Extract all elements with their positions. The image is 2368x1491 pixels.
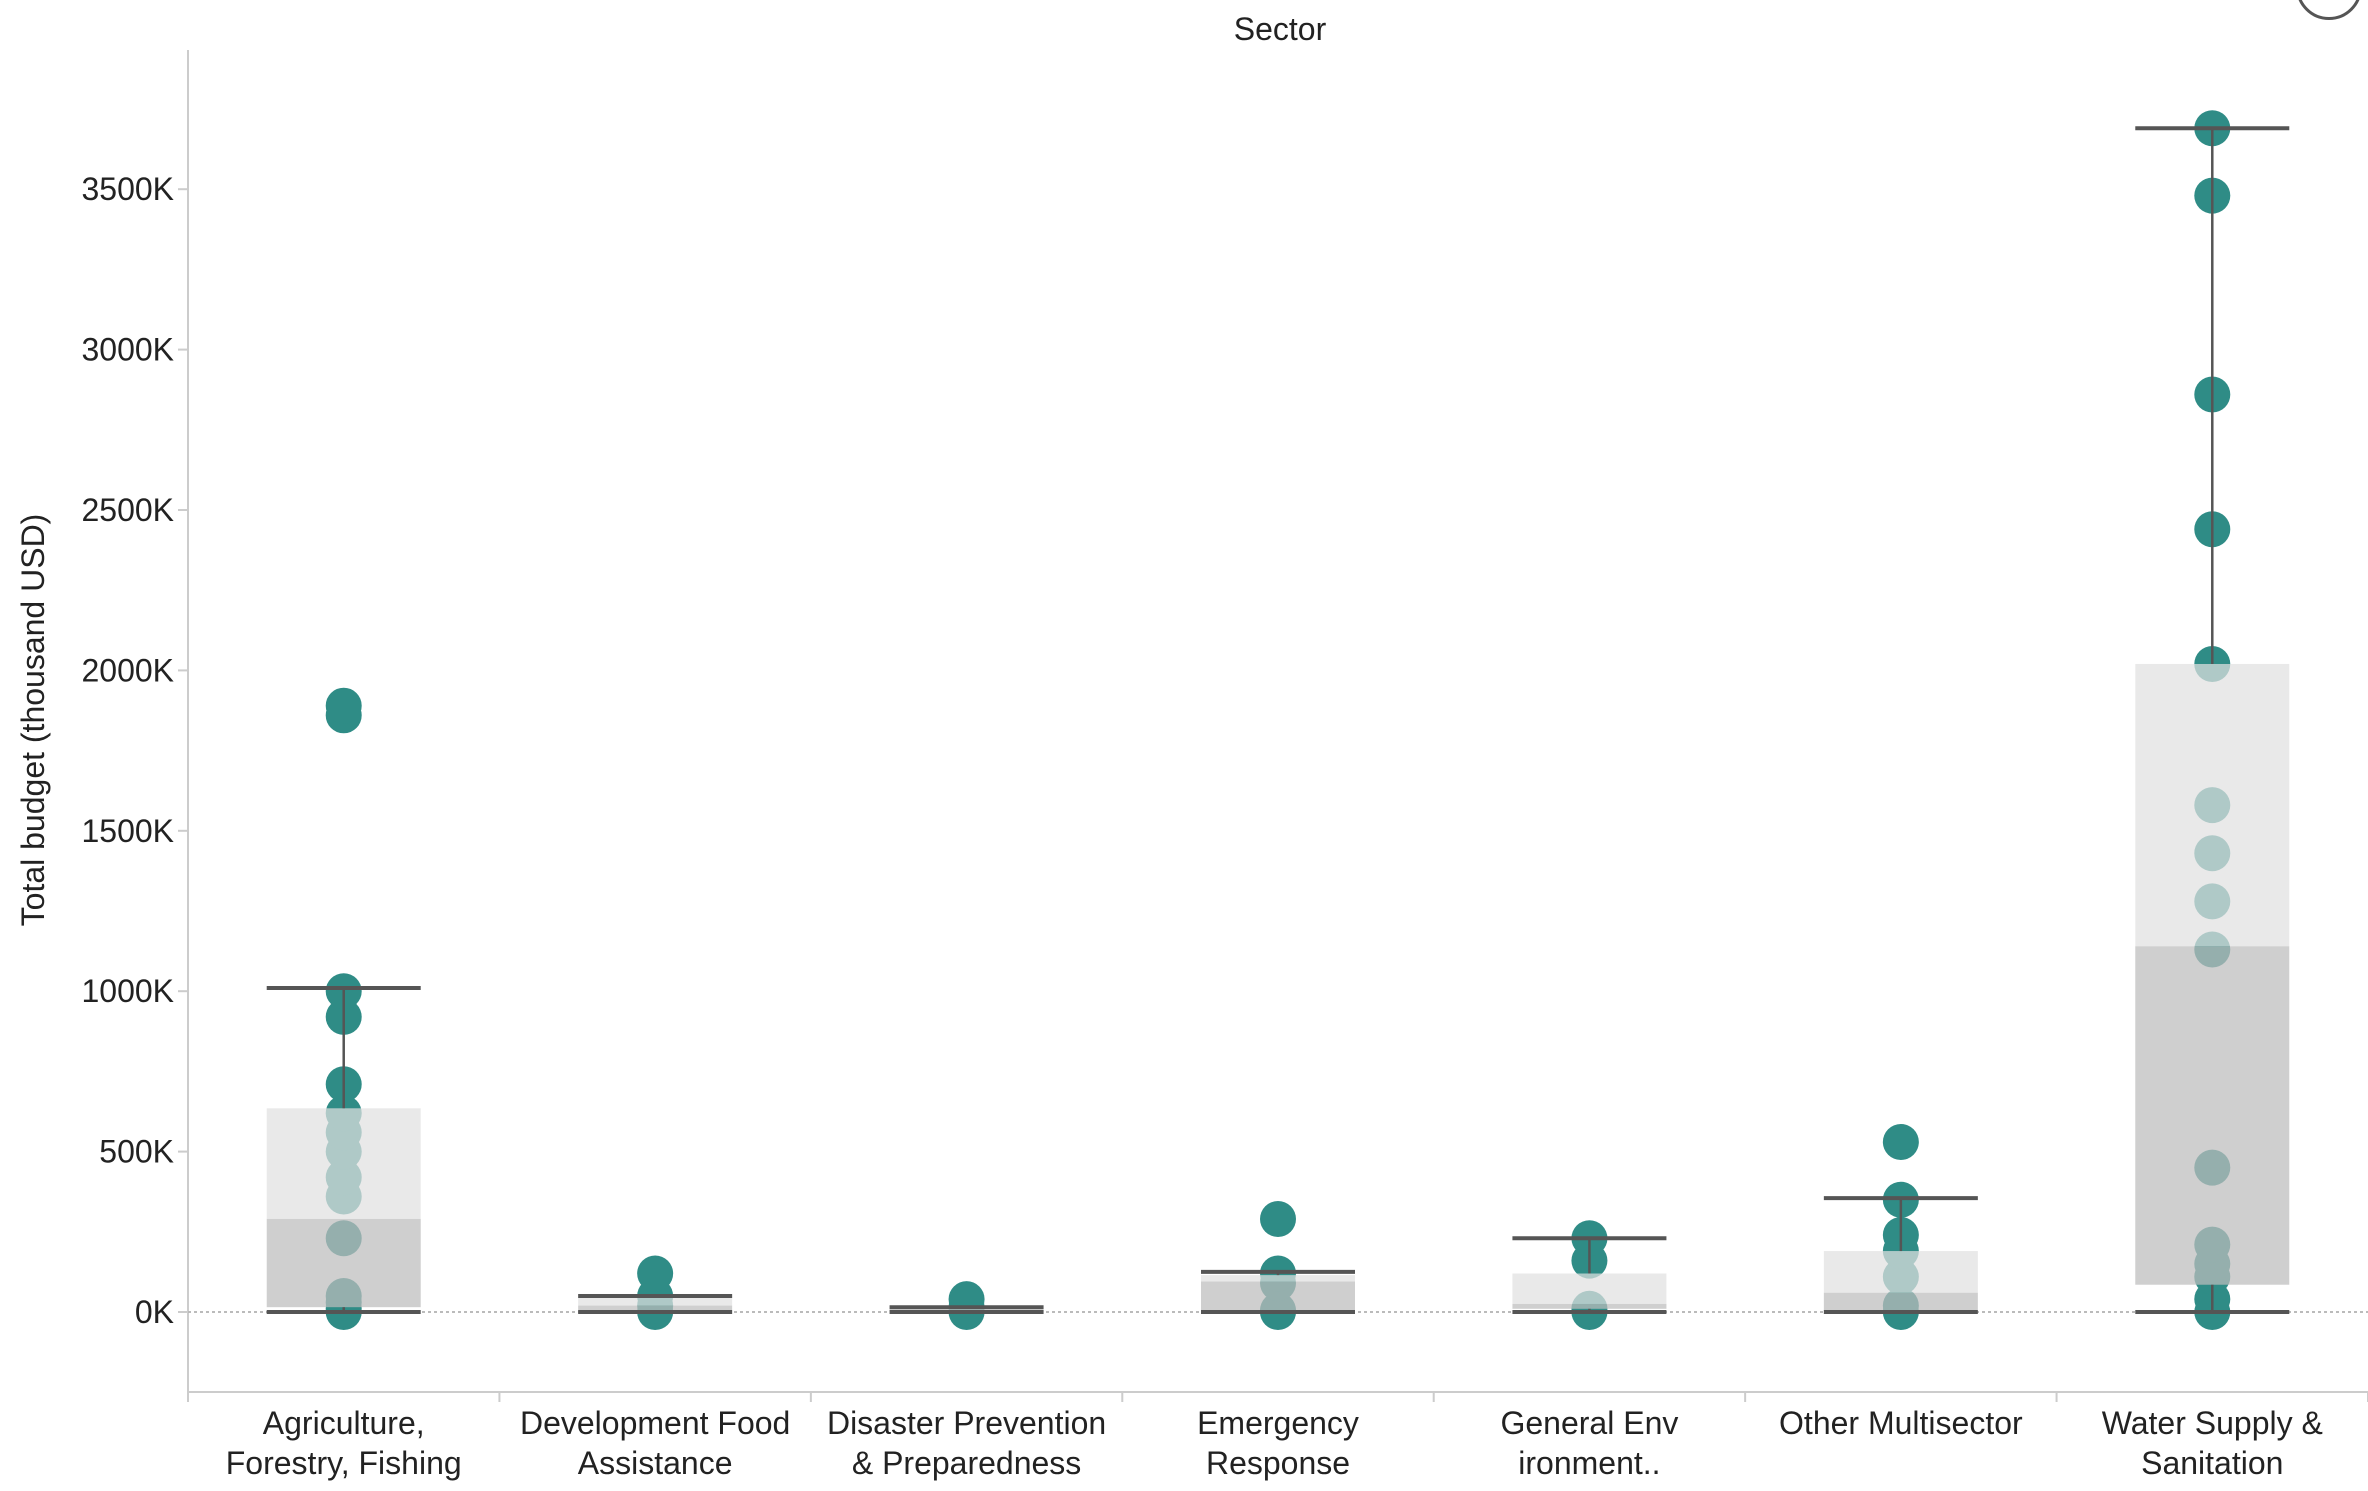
box-lower	[2135, 946, 2290, 1285]
data-point	[1260, 1200, 1296, 1237]
y-tick-label: 1000K	[81, 973, 174, 1009]
box-group	[266, 687, 421, 1330]
x-tick-label: Water Supply &	[2102, 1405, 2323, 1441]
box-group	[1823, 1123, 1978, 1330]
y-tick-label: 2500K	[81, 492, 174, 528]
box-group	[2135, 110, 2290, 1330]
x-tick-label: Response	[1206, 1445, 1350, 1481]
y-tick-label: 3000K	[81, 332, 174, 368]
box-upper	[889, 1308, 1044, 1311]
box-lower	[266, 1218, 421, 1308]
x-tick-label: Assistance	[578, 1445, 733, 1481]
y-tick-label: 3500K	[81, 171, 174, 207]
x-tick-label: Other Multisector	[1779, 1405, 2023, 1441]
data-point	[1882, 1123, 1919, 1160]
y-tick-label: 2000K	[81, 652, 174, 688]
data-point	[325, 687, 362, 724]
data-point	[637, 1255, 674, 1292]
box-lower	[1823, 1292, 1978, 1311]
x-tick-label: Sanitation	[2141, 1445, 2283, 1481]
x-tick-label: Disaster Prevention	[827, 1405, 1106, 1441]
box-upper	[2135, 663, 2290, 947]
box-upper	[266, 1108, 421, 1219]
y-tick-label: 1500K	[81, 813, 174, 849]
box-lower	[1201, 1281, 1355, 1311]
box-lower	[1512, 1303, 1667, 1309]
x-tick-label: General Env	[1500, 1405, 1678, 1441]
x-tick-label: Emergency	[1197, 1405, 1359, 1441]
y-axis-label-group: Total budget (thousand USD)	[15, 514, 51, 927]
plot-area: 0K 500K 1000K 1500K 2000K 2500K 3000K 3500K Agri…	[81, 50, 2368, 1481]
chart-title: Sector	[1234, 11, 1327, 47]
x-tick-label: ironment..	[1518, 1445, 1660, 1481]
box-upper	[1823, 1251, 1978, 1293]
box-upper	[1512, 1273, 1667, 1304]
y-tick-label: 500K	[99, 1134, 174, 1170]
box-group	[889, 1281, 1044, 1330]
x-tick-label: & Preparedness	[852, 1445, 1081, 1481]
box-lower	[578, 1305, 733, 1311]
y-axis-label: Total budget (thousand USD)	[15, 514, 51, 927]
box-upper	[1201, 1275, 1355, 1282]
box-upper	[578, 1297, 733, 1306]
y-tick-label: 0K	[135, 1294, 174, 1330]
box-group	[1201, 1200, 1355, 1330]
box-group	[578, 1255, 733, 1330]
x-tick-label: Forestry, Fishing	[226, 1445, 462, 1481]
x-tick-label: Agriculture,	[263, 1405, 425, 1441]
box-group	[1512, 1220, 1667, 1330]
x-tick-label: Development Food	[520, 1405, 790, 1441]
